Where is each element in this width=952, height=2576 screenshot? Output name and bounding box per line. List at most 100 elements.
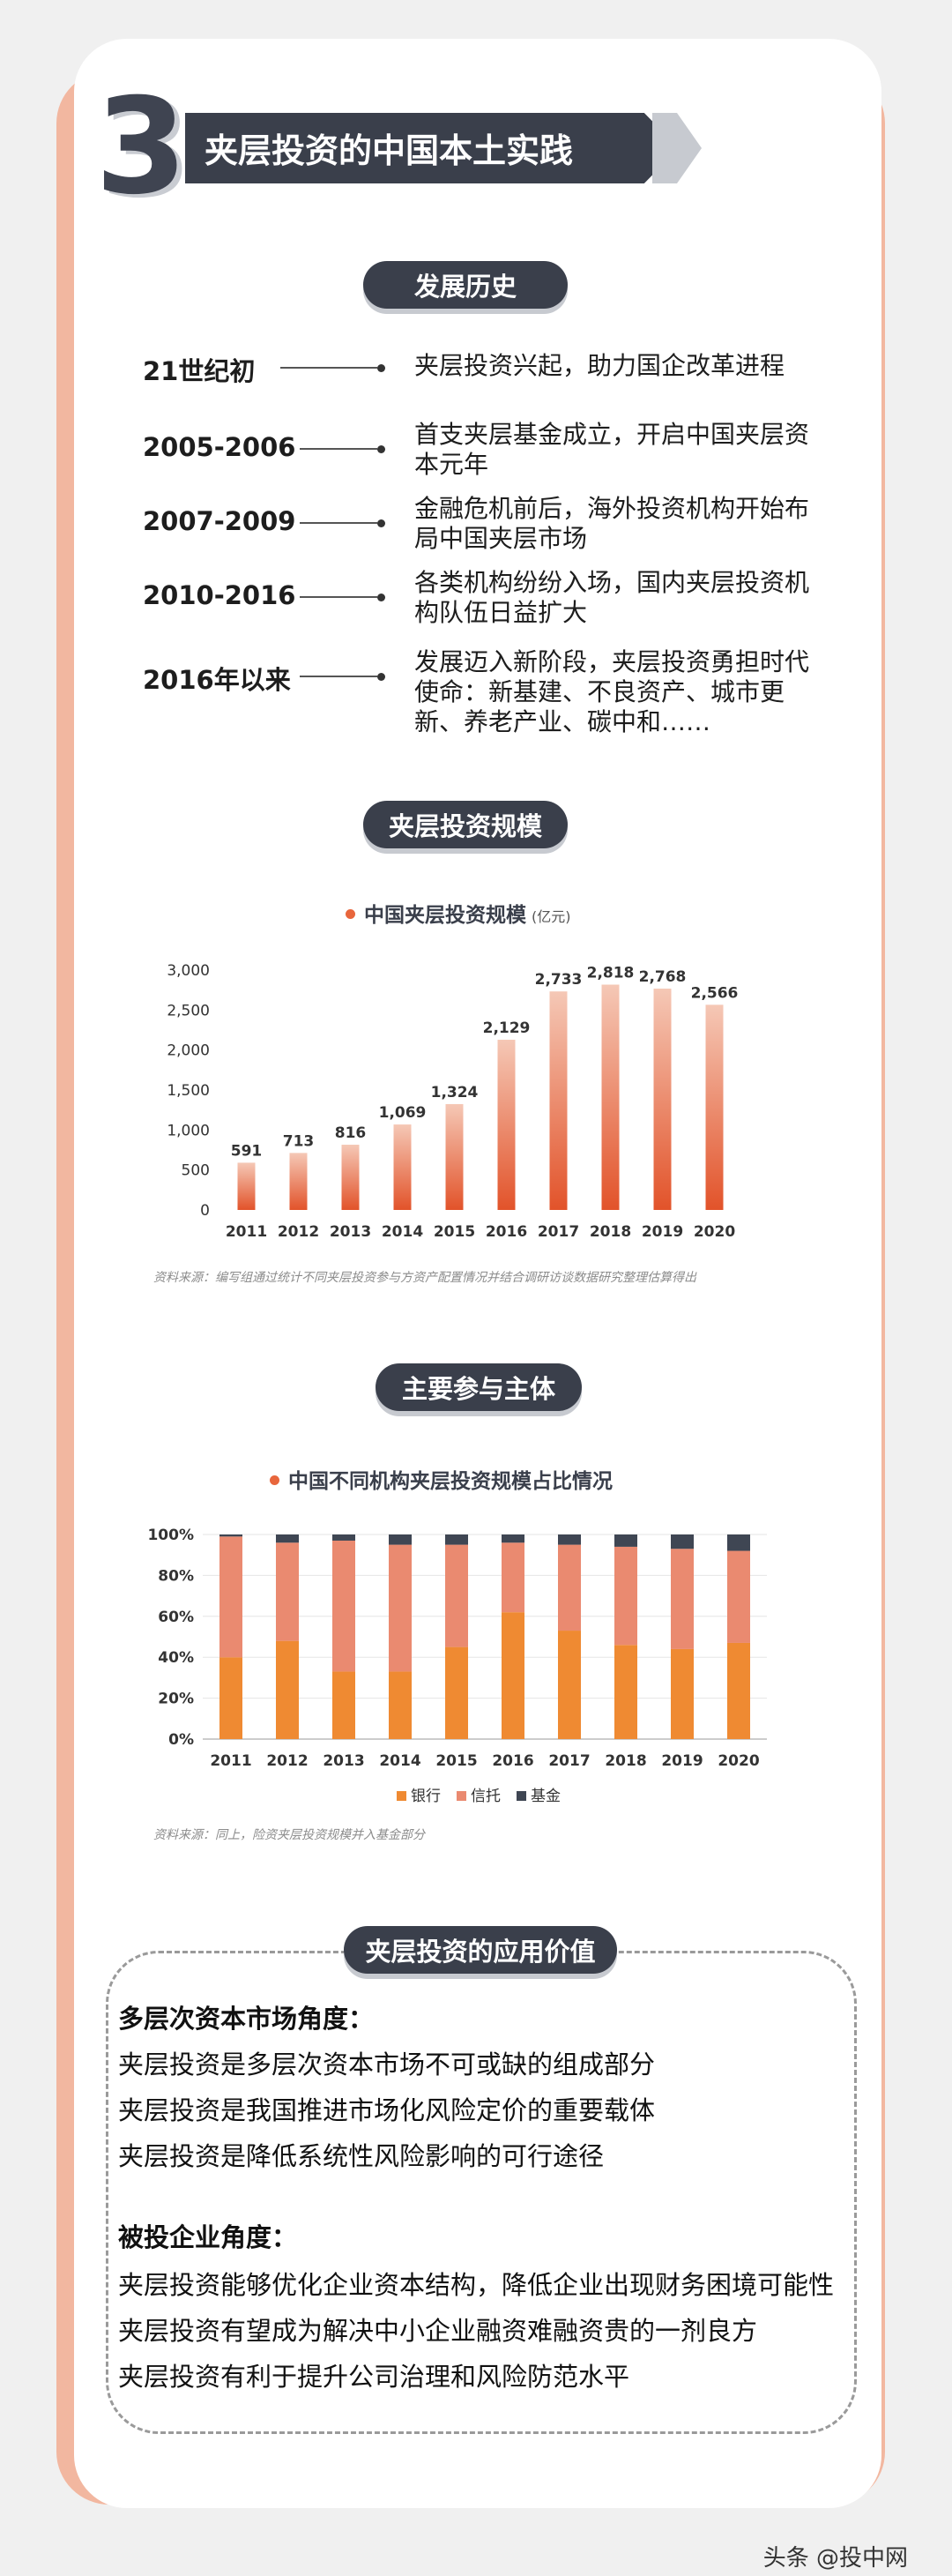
data-label: 1,324	[431, 1084, 479, 1101]
timeline-year: 21世纪初	[143, 356, 256, 386]
section-pill-history: 发展历史	[363, 261, 568, 309]
data-label: 2,129	[483, 1019, 531, 1037]
data-label: 591	[231, 1142, 263, 1160]
timeline-dot	[377, 594, 385, 601]
value-group1-title: 多层次资本市场角度：	[118, 2004, 375, 2034]
y-tick-label: 100%	[147, 1527, 194, 1544]
chart1-title-text: 中国夹层投资规模	[364, 904, 526, 927]
legend-item-trust: 信托	[457, 1783, 501, 1805]
stacked-bar-segment	[332, 1534, 355, 1541]
section-pill-value: 夹层投资的应用价值	[344, 1926, 617, 1974]
stacked-bar-segment	[502, 1542, 524, 1613]
x-tick-label: 2012	[278, 1223, 319, 1241]
data-label: 1,069	[379, 1104, 427, 1122]
data-label: 2,768	[639, 968, 687, 986]
stacked-bar-segment	[219, 1534, 242, 1537]
stacked-bar-segment	[445, 1544, 468, 1647]
timeline-dot	[377, 445, 385, 453]
timeline-description: 首支夹层基金成立，开启中国夹层资本元年	[414, 420, 810, 479]
bar	[497, 1039, 516, 1210]
y-tick-label: 2,000	[167, 1042, 210, 1060]
timeline-connector	[300, 596, 377, 598]
scale-bar-chart: 0 500 1,000 1,500 2,000 2,500 3,000 591 2011 713 2…	[167, 962, 739, 1241]
data-label: 713	[283, 1132, 315, 1150]
x-tick-label: 2017	[538, 1223, 579, 1241]
timeline-connector	[300, 522, 377, 524]
data-label: 2,566	[691, 984, 739, 1002]
timeline-dot	[377, 673, 385, 681]
stacked-bar-segment	[558, 1631, 581, 1739]
legend-item-fund: 基金	[517, 1783, 561, 1805]
stacked-bar-segment	[727, 1550, 750, 1643]
x-tick-label: 2017	[548, 1752, 590, 1770]
legend-item-bank: 银行	[397, 1783, 441, 1805]
timeline-year: 2010-2016	[143, 580, 296, 610]
stacked-bar-segment	[558, 1534, 581, 1545]
bar	[341, 1145, 360, 1210]
bar	[601, 984, 620, 1210]
timeline-description: 各类机构纷纷入场，国内夹层投资机构队伍日益扩大	[414, 568, 810, 627]
value-group2-item: 夹层投资有望成为解决中小企业融资难融资贵的一剂良方	[118, 2316, 758, 2346]
legend-swatch	[457, 1790, 466, 1801]
legend-label: 信托	[471, 1788, 501, 1805]
y-tick-label: 500	[182, 1162, 210, 1180]
x-tick-label: 2014	[382, 1223, 423, 1241]
x-tick-label: 2016	[492, 1752, 533, 1770]
stacked-bar-segment	[614, 1534, 637, 1547]
stacked-bar-segment	[276, 1542, 299, 1641]
chart1-title: 中国夹层投资规模 (亿元)	[346, 898, 571, 928]
legend-swatch	[517, 1790, 526, 1801]
y-tick-label: 20%	[158, 1691, 194, 1708]
timeline-connector	[300, 448, 377, 450]
stacked-bar-segment	[727, 1534, 750, 1551]
chart2-legend: 银行 信托 基金	[397, 1783, 561, 1805]
timeline-year: 2007-2009	[143, 506, 296, 536]
legend-label: 基金	[531, 1788, 561, 1805]
stacked-bar-segment	[389, 1671, 412, 1739]
section-number: 3	[95, 71, 187, 224]
y-tick-label: 0%	[168, 1731, 194, 1749]
participants-stacked-chart: 0% 20% 40% 60% 80% 100% 2011 2012 2013 2014 2015 20…	[147, 1527, 767, 1770]
y-tick-label: 3,000	[167, 962, 210, 980]
chart2-source: 资料来源：同上，险资夹层投资规模并入基金部分	[153, 1828, 425, 1842]
data-label: 2,818	[587, 965, 635, 982]
stacked-bar-segment	[614, 1645, 637, 1739]
stacked-bar-segment	[332, 1671, 355, 1739]
stacked-bar-segment	[671, 1549, 694, 1649]
stacked-bar-segment	[727, 1642, 750, 1739]
value-group1-item: 夹层投资是我国推进市场化风险定价的重要载体	[118, 2095, 656, 2125]
stacked-bar-segment	[219, 1536, 242, 1658]
stacked-bar-segment	[614, 1546, 637, 1646]
y-tick-label: 0	[200, 1202, 210, 1220]
chart2-title-text: 中国不同机构夹层投资规模占比情况	[288, 1470, 613, 1493]
legend-swatch	[397, 1790, 406, 1801]
value-group2-item: 夹层投资能够优化企业资本结构，降低企业出现财务困境可能性	[118, 2270, 835, 2300]
bar	[237, 1162, 256, 1210]
watermark: 头条 @投中网	[762, 2545, 908, 2572]
data-label: 816	[335, 1124, 367, 1142]
stacked-bar-segment	[219, 1657, 242, 1739]
stacked-bar-segment	[558, 1544, 581, 1631]
chart2-title: 中国不同机构夹层投资规模占比情况	[270, 1464, 613, 1494]
stacked-bar-segment	[276, 1640, 299, 1739]
bullet-dot-icon	[270, 1475, 279, 1485]
stacked-bar-segment	[445, 1646, 468, 1739]
x-tick-label: 2014	[379, 1752, 420, 1770]
bar	[549, 991, 568, 1210]
timeline-connector	[300, 676, 377, 677]
stacked-bar-segment	[502, 1534, 524, 1543]
legend-label: 银行	[411, 1788, 441, 1805]
bullet-dot-icon	[346, 909, 355, 919]
stacked-bar-segment	[671, 1534, 694, 1549]
y-tick-label: 40%	[158, 1649, 194, 1667]
x-tick-label: 2018	[590, 1223, 631, 1241]
x-tick-label: 2019	[661, 1752, 703, 1770]
stacked-bar-segment	[389, 1534, 412, 1545]
stacked-bar-segment	[332, 1540, 355, 1672]
page-title: 夹层投资的中国本土实践	[205, 131, 574, 170]
chart1-source: 资料来源：编写组通过统计不同夹层投资参与方资产配置情况并结合调研访谈数据研究整理…	[153, 1271, 696, 1285]
timeline-description: 金融危机前后，海外投资机构开始布局中国夹层市场	[414, 494, 810, 553]
y-tick-label: 1,500	[167, 1082, 210, 1100]
section-pill-participants: 主要参与主体	[376, 1363, 582, 1411]
timeline-year: 2016年以来	[143, 665, 291, 695]
